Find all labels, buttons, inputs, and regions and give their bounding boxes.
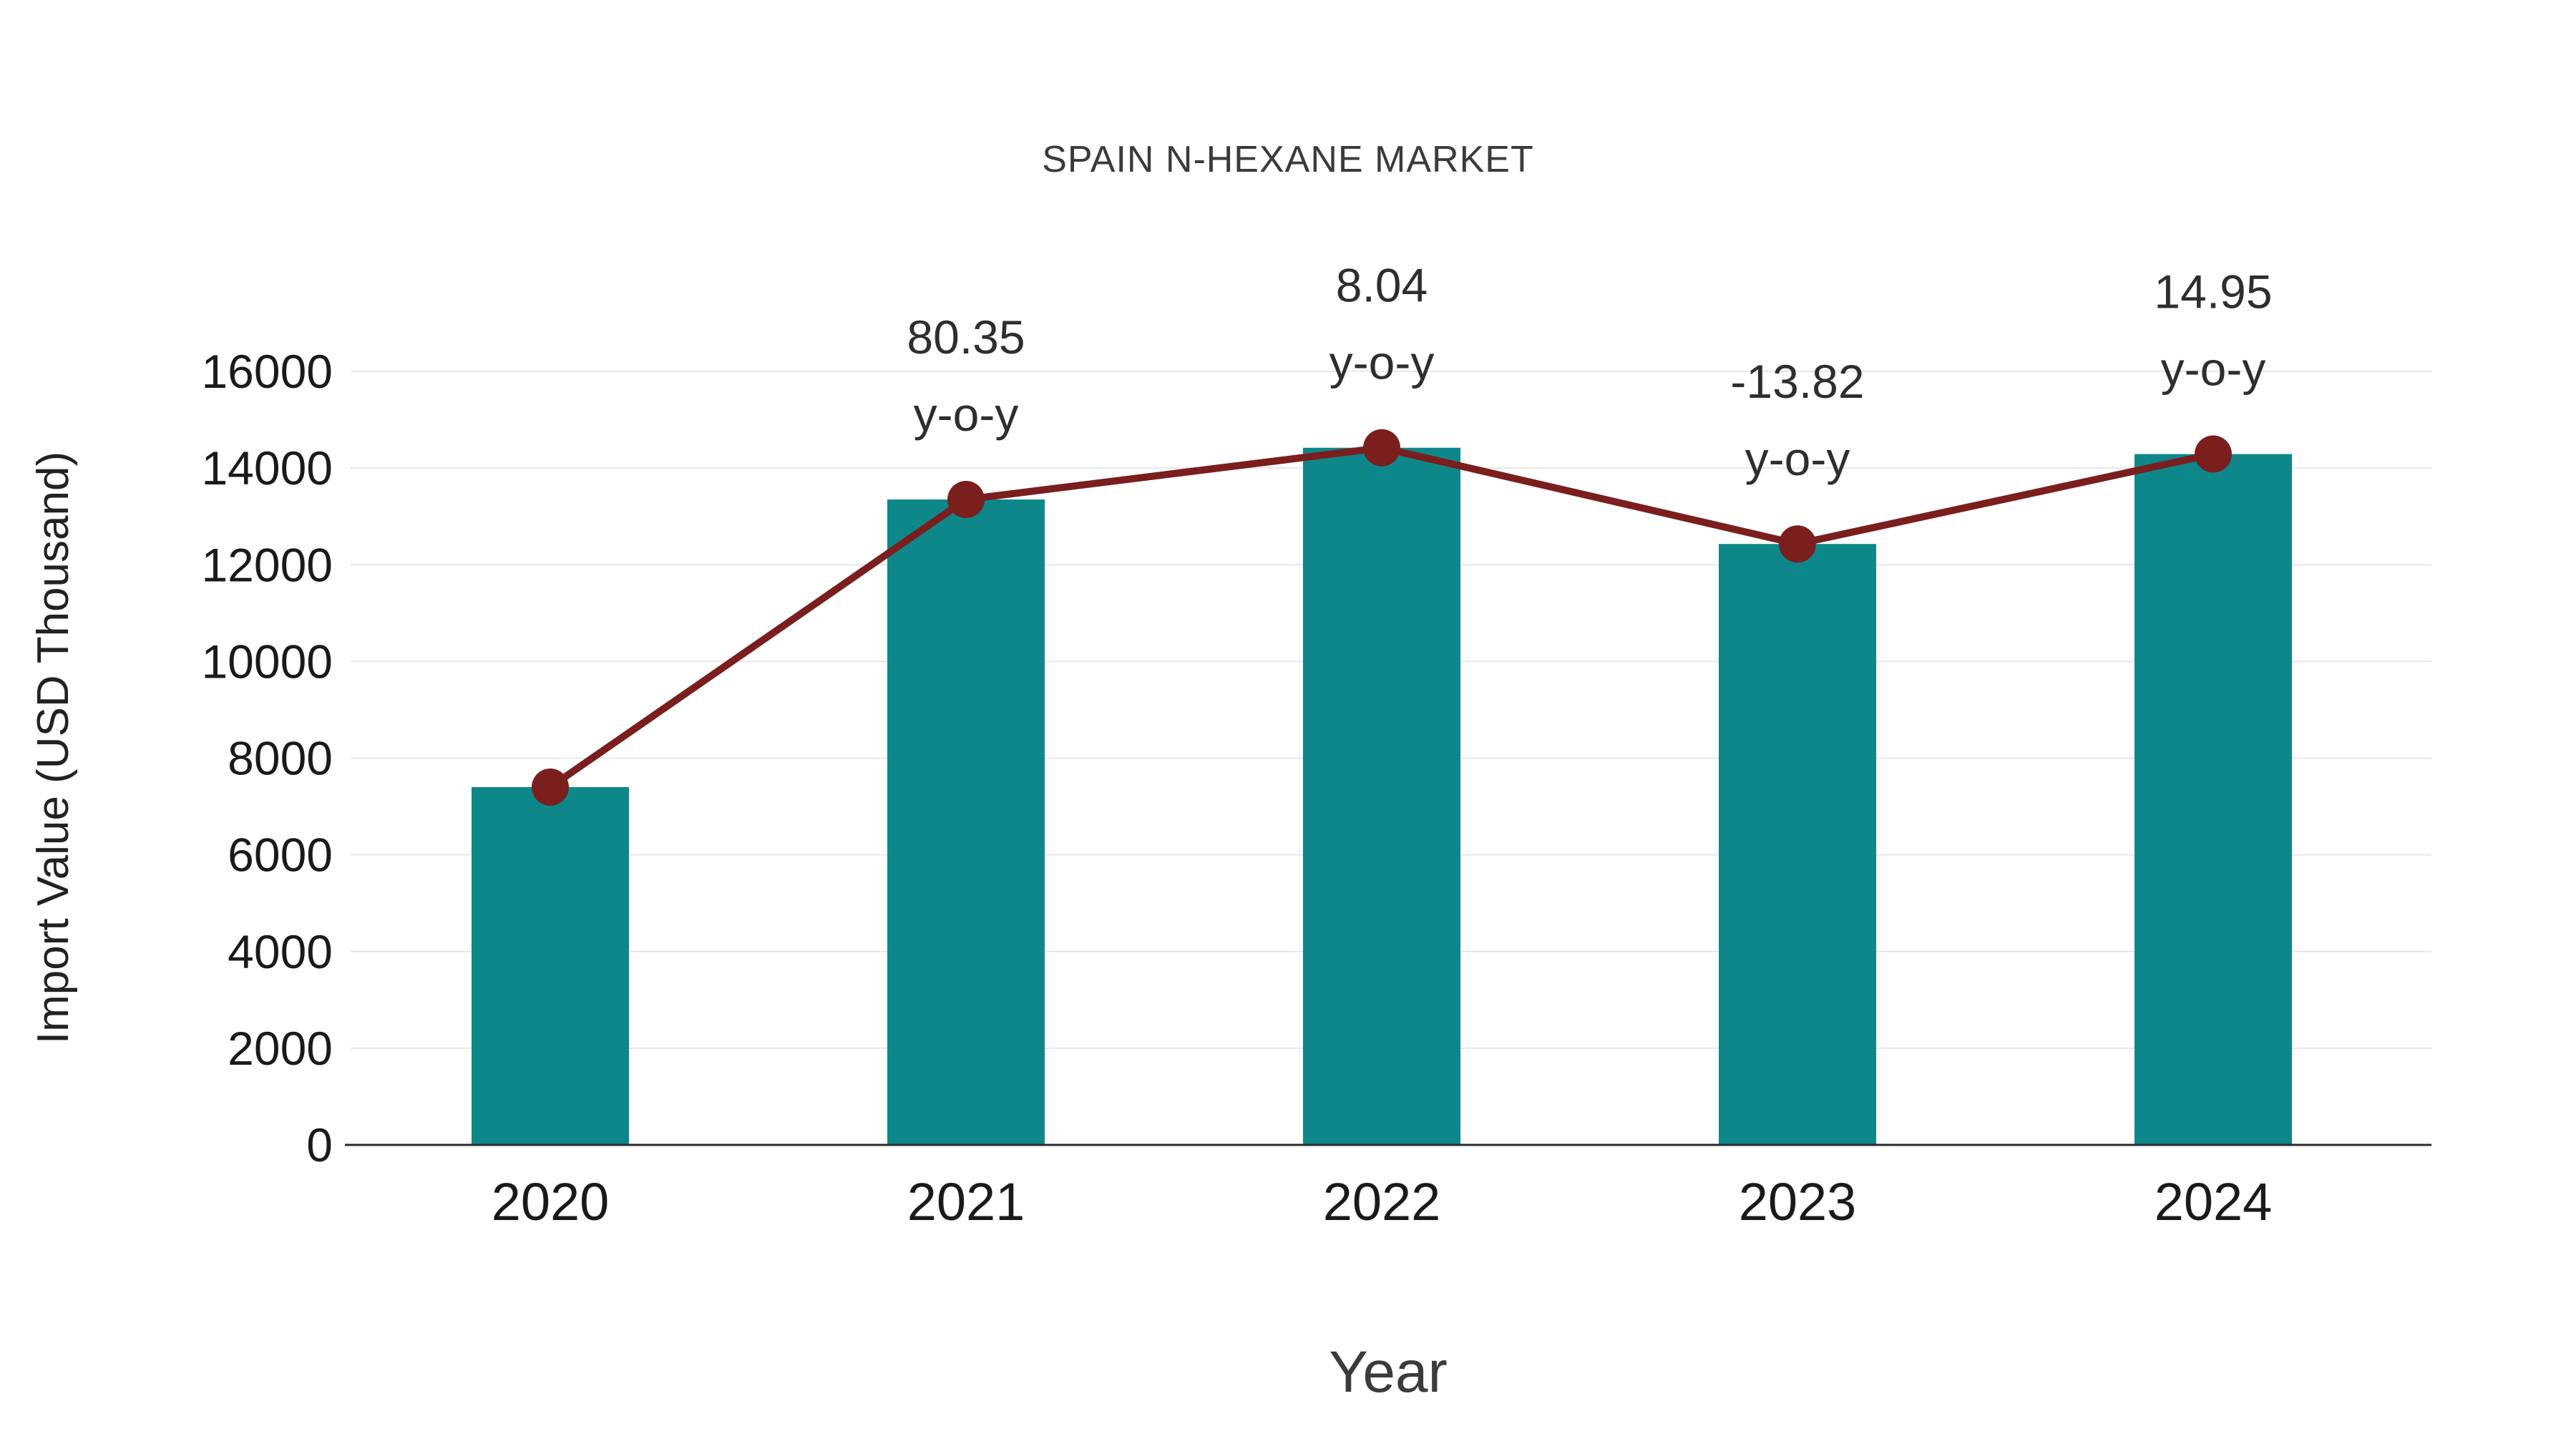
x-axis-title: Year	[1329, 1340, 1448, 1405]
y-tick-label-0: 0	[306, 1118, 333, 1171]
annotation-value-2024: 14.95	[2154, 265, 2272, 318]
annotation-suffix-2023: y-o-y	[1745, 432, 1850, 485]
annotations-layer: 80.35 y-o-y 8.04 y-o-y -13.82 y-o-y 14.95 y-o-y	[907, 259, 2272, 485]
y-axis-title: Import Value (USD Thousand)	[29, 452, 78, 1044]
x-tick-label-2020: 2020	[492, 1172, 610, 1231]
trend-marker-2021	[947, 481, 985, 519]
trend-marker-2023	[1779, 525, 1816, 563]
y-tick-label-6000: 6000	[228, 829, 333, 882]
annotation-suffix-2021: y-o-y	[914, 388, 1019, 441]
x-tick-label-2024: 2024	[2155, 1172, 2273, 1231]
x-tick-label-2022: 2022	[1323, 1172, 1441, 1231]
y-tick-label-16000: 16000	[201, 345, 333, 398]
trend-marker-2024	[2195, 435, 2232, 473]
bar-2021	[887, 499, 1045, 1145]
y-tick-label-14000: 14000	[201, 441, 333, 494]
bar-2022	[1303, 447, 1460, 1145]
trend-marker-2020	[532, 769, 569, 806]
chart-title: SPAIN N-HEXANE MARKET	[1042, 139, 1533, 180]
trend-line-layer	[532, 429, 2232, 806]
bar-2020	[472, 787, 629, 1145]
bars-layer	[472, 447, 2292, 1145]
bar-2024	[2135, 454, 2292, 1145]
tick-labels-layer: 0 2000 4000 6000 8000 10000 12000 14000 16000 202…	[201, 345, 2272, 1231]
y-tick-label-12000: 12000	[201, 538, 333, 591]
y-tick-label-8000: 8000	[228, 732, 333, 785]
y-tick-label-10000: 10000	[201, 635, 333, 688]
annotation-value-2022: 8.04	[1336, 259, 1428, 312]
x-tick-label-2023: 2023	[1739, 1172, 1857, 1231]
y-tick-label-4000: 4000	[228, 925, 333, 978]
trend-marker-2022	[1363, 429, 1400, 467]
annotation-value-2023: -13.82	[1730, 355, 1864, 408]
annotation-suffix-2024: y-o-y	[2161, 343, 2266, 396]
annotation-suffix-2022: y-o-y	[1330, 336, 1435, 389]
annotation-value-2021: 80.35	[907, 311, 1025, 364]
bar-2023	[1719, 544, 1876, 1145]
x-tick-label-2021: 2021	[907, 1172, 1025, 1231]
y-tick-label-2000: 2000	[228, 1022, 333, 1075]
